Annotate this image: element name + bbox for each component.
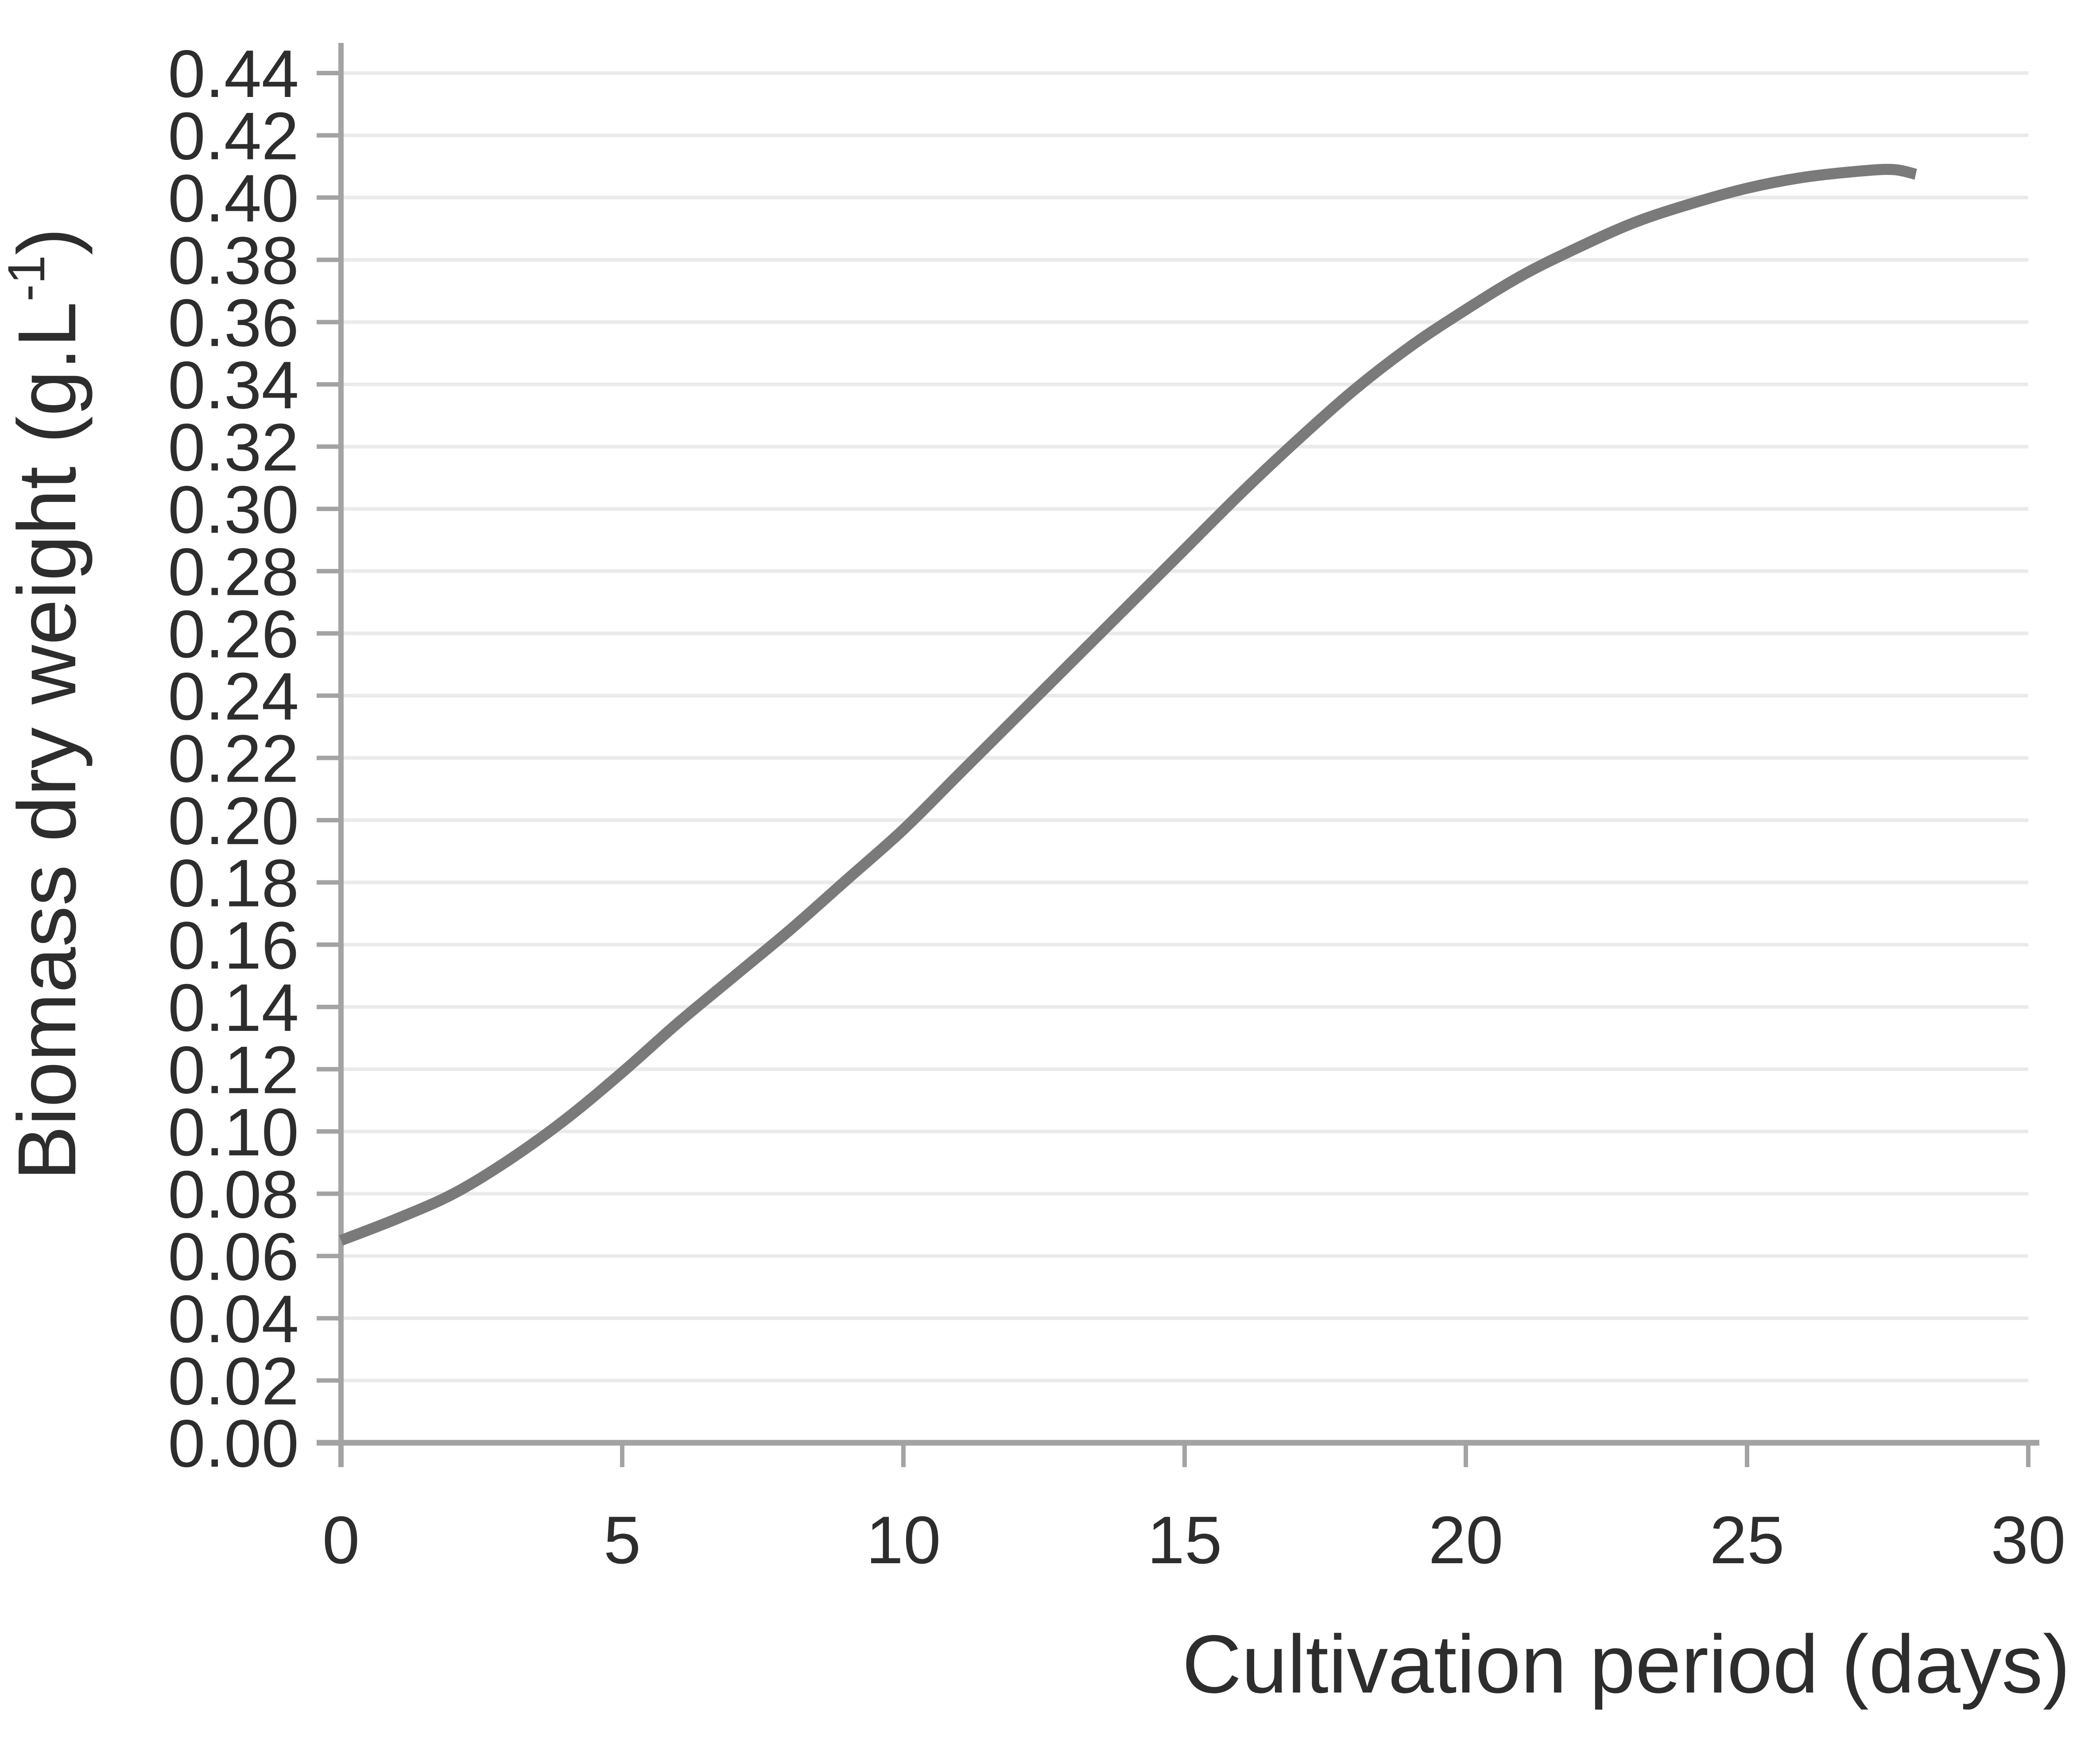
y-tick-label: 0.42 <box>168 99 299 174</box>
y-axis-title: Biomass dry weight (g.L-1) <box>0 228 93 1181</box>
x-tick-label: 0 <box>322 1503 360 1578</box>
y-tick-label: 0.06 <box>168 1219 299 1294</box>
x-tick-label: 15 <box>1147 1503 1222 1578</box>
y-axis-tick-labels: 0.000.020.040.060.080.100.120.140.160.18… <box>168 36 299 1481</box>
x-axis-tick-labels: 0 5 10 15 20 25 30 <box>322 1503 2066 1578</box>
y-tick-label: 0.08 <box>168 1157 299 1232</box>
gridlines <box>341 71 2028 1445</box>
y-tick-label: 0.26 <box>168 596 299 672</box>
biomass-growth-curve <box>339 164 1917 1246</box>
axis-lines <box>317 43 2039 1467</box>
y-axis-tick-marks <box>317 71 341 1445</box>
y-tick-label: 0.44 <box>168 36 299 112</box>
y-tick-label: 0.02 <box>168 1344 299 1419</box>
y-axis-title-superscript: -1 <box>0 255 56 302</box>
y-tick-label: 0.36 <box>168 285 299 360</box>
y-tick-label: 0.34 <box>168 348 299 423</box>
x-tick-label: 20 <box>1428 1503 1503 1578</box>
y-tick-label: 0.14 <box>168 970 299 1046</box>
y-tick-label: 0.24 <box>168 659 299 734</box>
y-tick-label: 0.30 <box>168 472 299 547</box>
y-tick-label: 0.04 <box>168 1282 299 1357</box>
x-tick-label: 5 <box>604 1503 641 1578</box>
x-axis-tick-marks <box>339 1443 2030 1467</box>
y-tick-label: 0.28 <box>168 535 299 610</box>
y-tick-label: 0.00 <box>168 1406 299 1481</box>
y-tick-label: 0.22 <box>168 721 299 797</box>
x-axis-title: Cultivation period (days) <box>1182 1619 2070 1710</box>
y-tick-label: 0.20 <box>168 783 299 859</box>
x-tick-label: 30 <box>1991 1503 2065 1578</box>
x-tick-label: 10 <box>866 1503 941 1578</box>
y-tick-label: 0.18 <box>168 846 299 921</box>
y-tick-label: 0.38 <box>168 223 299 298</box>
x-tick-label: 25 <box>1709 1503 1784 1578</box>
y-tick-label: 0.32 <box>168 410 299 485</box>
y-tick-label: 0.40 <box>168 161 299 236</box>
y-tick-label: 0.10 <box>168 1095 299 1170</box>
y-tick-label: 0.12 <box>168 1032 299 1108</box>
y-tick-label: 0.16 <box>168 908 299 983</box>
